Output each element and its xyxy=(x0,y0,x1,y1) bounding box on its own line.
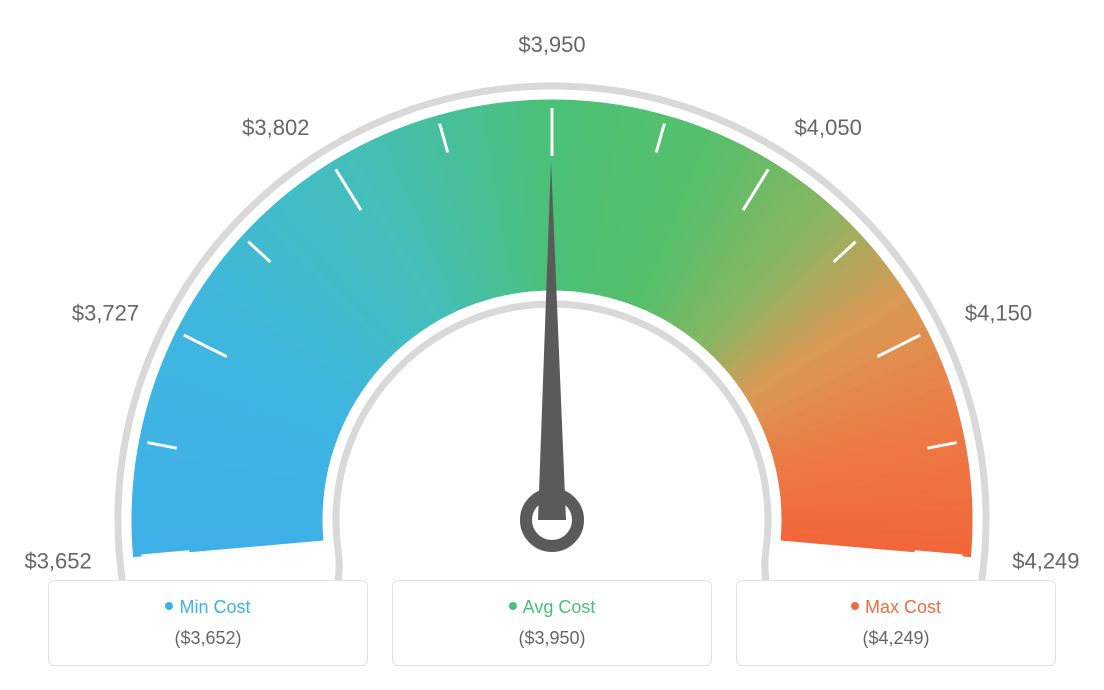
cost-gauge-chart: $3,652 $3,727 $3,802 $3,950 $4,050 $4,150 $4,2… xyxy=(20,20,1084,666)
legend-card-max-cost: Max Cost ($4,249) xyxy=(736,580,1056,666)
legend-card-min-cost: Min Cost ($3,652) xyxy=(48,580,368,666)
legend-value: ($4,249) xyxy=(747,628,1045,649)
legend-title: Avg Cost xyxy=(403,597,701,618)
gauge-tick-label: $3,727 xyxy=(72,301,139,326)
legend-dot xyxy=(165,602,173,610)
gauge-tick-label: $3,950 xyxy=(518,32,585,57)
legend-label: Max Cost xyxy=(865,597,941,617)
gauge-tick-label: $4,249 xyxy=(1012,548,1079,573)
gauge-tick-label: $3,802 xyxy=(242,115,309,140)
gauge-tick-label: $3,652 xyxy=(24,548,91,573)
legend-title: Max Cost xyxy=(747,597,1045,618)
gauge-tick-label: $4,150 xyxy=(965,301,1032,326)
legend-value: ($3,950) xyxy=(403,628,701,649)
legend-value: ($3,652) xyxy=(59,628,357,649)
legend-label: Min Cost xyxy=(179,597,250,617)
legend-label: Avg Cost xyxy=(523,597,596,617)
legend-dot xyxy=(851,602,859,610)
legend-title: Min Cost xyxy=(59,597,357,618)
legend-dot xyxy=(509,602,517,610)
gauge-area: $3,652 $3,727 $3,802 $3,950 $4,050 $4,150 $4,2… xyxy=(20,20,1084,580)
gauge-svg: $3,652 $3,727 $3,802 $3,950 $4,050 $4,150 $4,2… xyxy=(20,20,1084,580)
legend-card-avg-cost: Avg Cost ($3,950) xyxy=(392,580,712,666)
legend-row: Min Cost ($3,652) Avg Cost ($3,950) Max Cost… xyxy=(20,580,1084,666)
gauge-tick-label: $4,050 xyxy=(795,115,862,140)
